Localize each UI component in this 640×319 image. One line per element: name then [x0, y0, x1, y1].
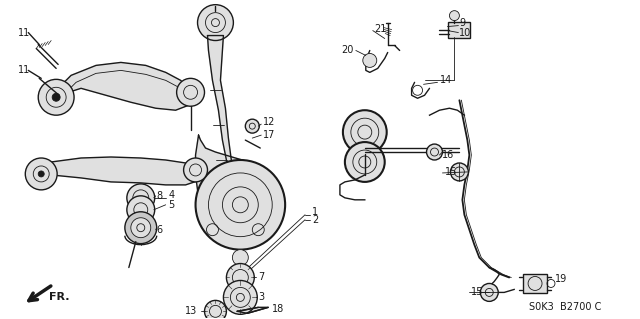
- Text: 16: 16: [442, 150, 454, 160]
- Text: 5: 5: [169, 200, 175, 210]
- Text: 4: 4: [169, 190, 175, 200]
- Circle shape: [26, 158, 57, 190]
- Circle shape: [125, 212, 157, 244]
- Circle shape: [363, 54, 377, 67]
- Circle shape: [198, 5, 234, 41]
- Circle shape: [177, 78, 205, 106]
- Polygon shape: [51, 63, 193, 110]
- Circle shape: [223, 280, 257, 314]
- Circle shape: [451, 163, 468, 181]
- Polygon shape: [207, 35, 243, 212]
- Circle shape: [426, 144, 442, 160]
- Text: 9: 9: [460, 18, 465, 28]
- Text: 19: 19: [555, 274, 567, 285]
- Circle shape: [52, 93, 60, 101]
- Circle shape: [38, 171, 44, 177]
- Text: 17: 17: [263, 130, 276, 140]
- Circle shape: [343, 110, 387, 154]
- Polygon shape: [196, 135, 260, 230]
- Text: 3: 3: [259, 293, 264, 302]
- Text: 12: 12: [263, 117, 276, 127]
- Circle shape: [127, 196, 155, 224]
- Text: 13: 13: [186, 306, 198, 316]
- Circle shape: [131, 218, 151, 238]
- Circle shape: [245, 119, 259, 133]
- FancyBboxPatch shape: [523, 273, 547, 293]
- Text: 6: 6: [157, 225, 163, 235]
- Circle shape: [127, 184, 155, 212]
- Circle shape: [480, 284, 498, 301]
- Circle shape: [345, 142, 385, 182]
- Text: 7: 7: [259, 272, 264, 283]
- Circle shape: [227, 263, 254, 292]
- Text: 1: 1: [312, 207, 318, 217]
- Text: FR.: FR.: [49, 293, 70, 302]
- Circle shape: [205, 300, 227, 319]
- Circle shape: [353, 150, 377, 174]
- Text: 14: 14: [440, 75, 452, 85]
- Text: 15: 15: [471, 287, 484, 297]
- Circle shape: [196, 160, 285, 249]
- Circle shape: [351, 118, 379, 146]
- Polygon shape: [237, 307, 268, 313]
- Polygon shape: [36, 157, 200, 185]
- Text: 11: 11: [19, 65, 31, 75]
- Circle shape: [232, 249, 248, 265]
- Text: 11: 11: [19, 27, 31, 38]
- Circle shape: [449, 11, 460, 21]
- Circle shape: [184, 158, 207, 182]
- Text: 18: 18: [272, 304, 284, 314]
- Text: 15: 15: [444, 167, 457, 177]
- Text: 8: 8: [157, 191, 163, 201]
- Text: 21: 21: [374, 24, 386, 33]
- Text: 10: 10: [460, 27, 472, 38]
- Text: S0K3  B2700 C: S0K3 B2700 C: [529, 302, 602, 312]
- Text: 2: 2: [312, 215, 318, 225]
- FancyBboxPatch shape: [449, 22, 470, 38]
- Circle shape: [38, 79, 74, 115]
- Text: 20: 20: [342, 46, 354, 56]
